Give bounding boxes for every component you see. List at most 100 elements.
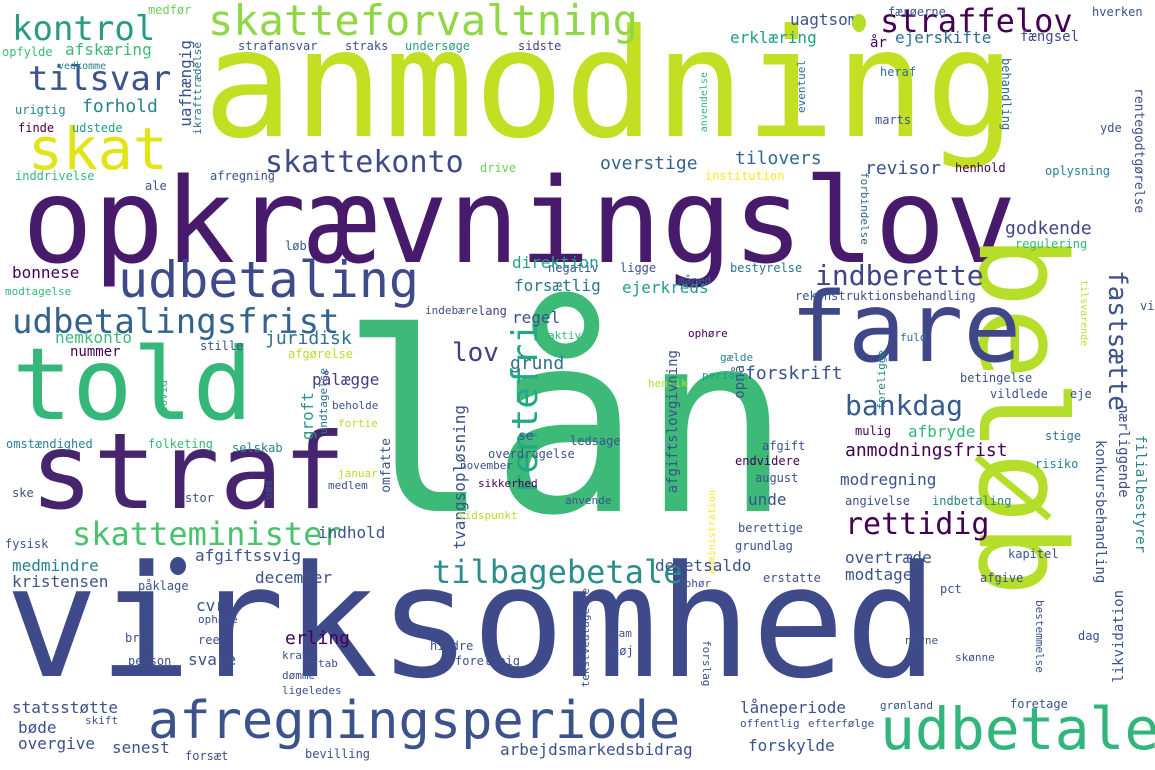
word-afbryde: afbryde [908,422,976,441]
word-heraf: heraf [880,65,917,79]
word-tilbagebetale: tilbagebetale [432,553,683,591]
word-indbetaling: indbetaling [932,494,1012,508]
word-inddrivelse: inddrivelse [15,169,95,183]
word-afgiftssvig: afgiftssvig [195,546,301,565]
word-ophoer: ophør [678,577,712,590]
word-overdragelse: overdragelse [488,447,575,461]
word-forsaetlig: forsætlig [514,276,601,295]
word-risiko: risiko [1035,457,1079,471]
word-skoenne: skønne [955,651,995,664]
word-strafansvar: strafansvar [238,39,318,53]
word-virksomhed: virksomhed [5,532,939,713]
word-ophoere: ophøre [688,327,728,340]
word-berettige: berettige [738,521,804,535]
word-angivelse: angivelse [845,494,911,508]
word-anmodning: anmodning [203,0,1016,172]
word-modregning: modregning [840,470,937,489]
word-ejerskifte: ejerskifte [895,28,992,47]
word-senest: senest [112,738,170,757]
word-ejerkreds: ejerkreds [622,278,709,297]
word-faeroeerne: færøerne [888,5,946,19]
word-tekstvedtagelse: tekstvedtagelse [579,588,592,688]
word-finde: finde [18,121,55,135]
word-filialbestyrer: filialbestyrer [1132,435,1148,554]
word-laan: lån [340,279,792,570]
word-hverken: hverken [1092,5,1143,19]
word-omstaendighed: omstændighed [6,437,93,451]
word-uagtsom: uagtsom [790,10,858,29]
word-drive: drive [480,161,517,175]
word-skatteminister: skatteminister [72,515,342,553]
word-se: se [518,429,534,444]
word-lang: lang [478,304,507,318]
word-rentegodtgoerelse: rentegodtgørelse [1131,88,1146,214]
word-bestyrelse: bestyrelse [730,261,803,275]
word-bankdag: bankdag [845,389,964,422]
word-sikkerhed: sikkerhed [478,477,538,490]
word-tilsvar: tilsvar [28,59,172,99]
word-konkursbehandling: konkursbehandling [1092,440,1108,584]
word-foretage: foretage [1010,697,1068,711]
word-rentefri: rentefri [505,322,546,496]
word-debetsaldo: debetsaldo [655,556,752,575]
word-afregningsperiode: afregningsperiode [148,691,681,751]
word-doemme: dømme [282,669,316,682]
word-laaneperiode: låneperiode [740,698,846,717]
word-anvendelse: anvendelse [699,72,710,133]
word-bevilling: bevilling [305,747,371,761]
word-erstatte: erstatte [763,571,821,585]
word-august: august [755,471,799,485]
word-eventuel: eventuel [795,60,808,113]
word-rettidig: rettidig [845,507,990,542]
word-dam: dam [612,627,632,640]
word-udbetaling: udbetaling [118,251,420,309]
word-undersoege: undersøge [405,39,471,53]
word-forbindelse: forbindelse [858,172,871,245]
word-direktion: direktion [512,253,599,272]
word-indhold: indhold [318,523,386,542]
word-ligge: ligge [620,261,657,275]
word-overtraede: overtræde [845,548,932,567]
word-reel: reel [198,633,227,647]
word-svare: svare [188,650,237,669]
word-vildlede: vildlede [990,387,1048,401]
word-paalaegge: pålægge [312,370,380,389]
word-juridisk: juridisk [265,328,352,349]
word-grund: grund [510,353,565,374]
word-efterfoelge: efterfølge [808,717,875,730]
dot-decoration [170,557,186,575]
word-negativ: negativ [548,261,599,275]
word-henhold: henhold [955,161,1006,175]
word-cvr: cvr [196,596,225,615]
word-fysisk: fysisk [5,537,49,551]
word-betingelse: betingelse [960,371,1033,385]
word-medfoer: medfør [148,3,192,17]
word-marts: marts [875,113,912,127]
word-erklaering: erklæring [730,28,817,47]
word-vid: vid [1140,299,1155,313]
word-loeb: løb [285,239,307,253]
word-ledsage: ledsage [570,434,621,448]
word-godkende: godkende [1005,218,1092,239]
word-stige: stige [1045,429,1082,443]
word-afregning: afregning [210,169,276,183]
word-foreligge: foreligge [875,350,888,410]
word-udbetalingsfrist: udbetalingsfrist [12,302,340,342]
word-regel: regel [512,308,561,327]
word-statsstoette: statsstøtte [12,698,118,717]
word-ske: ske [12,486,34,500]
word-folketing: folketing [148,437,214,451]
word-groenland: grønland [880,699,933,712]
word-kontrol: kontrol [12,9,156,49]
word-opkraevningslov: opkrævningslov [22,152,1017,290]
word-aktiv: aktiv [548,329,582,342]
word-krav: krav [282,649,309,662]
word-stor: stor [185,491,214,505]
word-udstede: udstede [72,121,123,135]
word-kapitel: kapitel [1008,547,1059,561]
word-rekonstruktionsbehandling: rekonstruktionsbehandling [795,289,976,303]
word-tvangsoploesning: tvangsopløsning [450,405,469,550]
word-opnaa: opnå [732,365,748,399]
word-skattekonto: skattekonto [265,145,464,180]
word-ligeledes: ligeledes [282,684,342,697]
